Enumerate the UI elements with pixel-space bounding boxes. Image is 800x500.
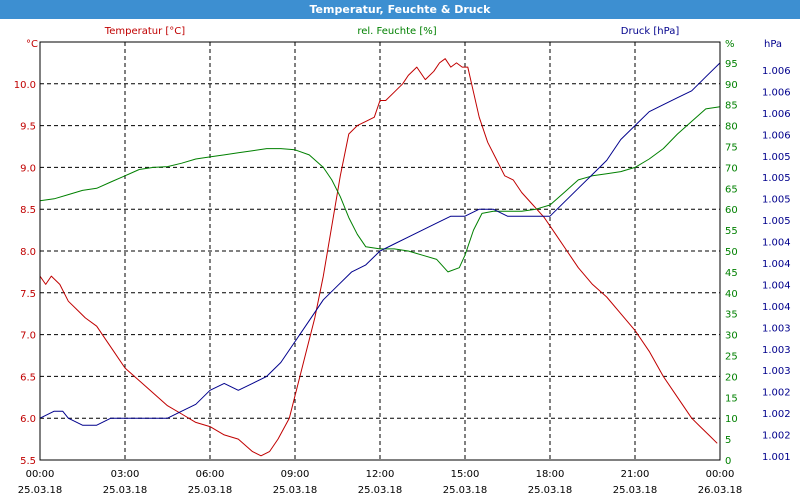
x-tick-date: 25.03.18 [273,485,318,496]
humidity-tick: 70 [725,163,738,174]
temperature-tick: 7.0 [20,331,36,342]
temperature-tick: 6.5 [20,372,36,383]
pressure-tick: 1.002 [762,388,791,399]
humidity-unit: % [725,39,735,50]
pressure-tick: 1.003 [762,323,791,334]
humidity-tick: 0 [725,456,731,467]
pressure-tick: 1.004 [762,280,791,291]
pressure-tick: 1.004 [762,259,791,270]
pressure-tick: 1.006 [762,109,791,120]
x-tick-date: 25.03.18 [528,485,573,496]
temperature-tick: 5.5 [20,456,36,467]
pressure-tick: 1.002 [762,431,791,442]
humidity-tick: 5 [725,435,731,446]
pressure-tick: 1.005 [762,173,791,184]
temperature-axis-label: Temperatur [°C] [104,26,185,37]
x-tick-time: 06:00 [196,469,225,480]
humidity-tick: 80 [725,122,738,133]
pressure-axis-label: Druck [hPa] [621,26,680,37]
x-tick-date: 25.03.18 [358,485,403,496]
x-tick-date: 26.03.18 [698,485,743,496]
humidity-tick: 95 [725,59,738,70]
pressure-tick: 1.006 [762,66,791,77]
pressure-tick: 1.004 [762,238,791,249]
humidity-tick: 10 [725,414,738,425]
temperature-tick: 7.5 [20,289,36,300]
humidity-tick: 85 [725,101,738,112]
x-tick-date: 25.03.18 [443,485,488,496]
humidity-tick: 60 [725,205,738,216]
humidity-tick: 40 [725,289,738,300]
x-tick-time: 00:00 [26,469,55,480]
temperature-tick: 10.0 [14,80,36,91]
humidity-tick: 20 [725,372,738,383]
humidity-tick: 25 [725,352,738,363]
plot-frame [39,41,721,461]
pressure-tick: 1.004 [762,302,791,313]
humidity-tick: 75 [725,143,738,154]
x-tick-time: 21:00 [621,469,650,480]
x-tick-time: 18:00 [536,469,565,480]
temperature-unit: °C [26,39,38,50]
x-tick-time: 03:00 [111,469,140,480]
pressure-tick: 1.005 [762,195,791,206]
humidity-tick: 50 [725,247,738,258]
temperature-tick: 9.5 [20,122,36,133]
pressure-tick: 1.002 [762,409,791,420]
humidity-tick: 65 [725,184,738,195]
pressure-tick: 1.005 [762,216,791,227]
x-tick-date: 25.03.18 [613,485,658,496]
series-lines [39,58,721,457]
humidity-tick: 55 [725,226,738,237]
pressure-unit: hPa [764,39,782,50]
grid [40,42,720,460]
x-tick-time: 09:00 [281,469,310,480]
x-tick-time: 12:00 [366,469,395,480]
temperature-tick: 8.5 [20,205,36,216]
pressure-tick: 1.003 [762,345,791,356]
tick-labels: 00:00 25.03.18 03:00 25.03.18 06:00 25.03.18 0… [14,59,791,496]
humidity-tick: 35 [725,310,738,321]
chart-title: Temperatur, Feuchte & Druck [310,3,492,16]
pressure-tick: 1.005 [762,152,791,163]
humidity-tick: 15 [725,393,738,404]
pressure-tick: 1.006 [762,130,791,141]
humidity-tick: 45 [725,268,738,279]
humidity-axis-label: rel. Feuchte [%] [357,26,436,37]
pressure-series-line [39,62,721,426]
x-tick-date: 25.03.18 [103,485,148,496]
temperature-tick: 9.0 [20,163,36,174]
pressure-tick: 1.003 [762,366,791,377]
titlebar [0,0,800,19]
x-tick-date: 25.03.18 [18,485,63,496]
x-tick-date: 25.03.18 [188,485,233,496]
temperature-tick: 6.0 [20,414,36,425]
pressure-tick: 1.001 [762,452,791,463]
x-tick-time: 00:00 [706,469,735,480]
temperature-tick: 8.0 [20,247,36,258]
x-tick-time: 15:00 [451,469,480,480]
humidity-tick: 90 [725,80,738,91]
humidity-series-line [39,106,721,273]
humidity-tick: 30 [725,331,738,342]
pressure-tick: 1.006 [762,87,791,98]
temperature-series-line [39,58,718,457]
